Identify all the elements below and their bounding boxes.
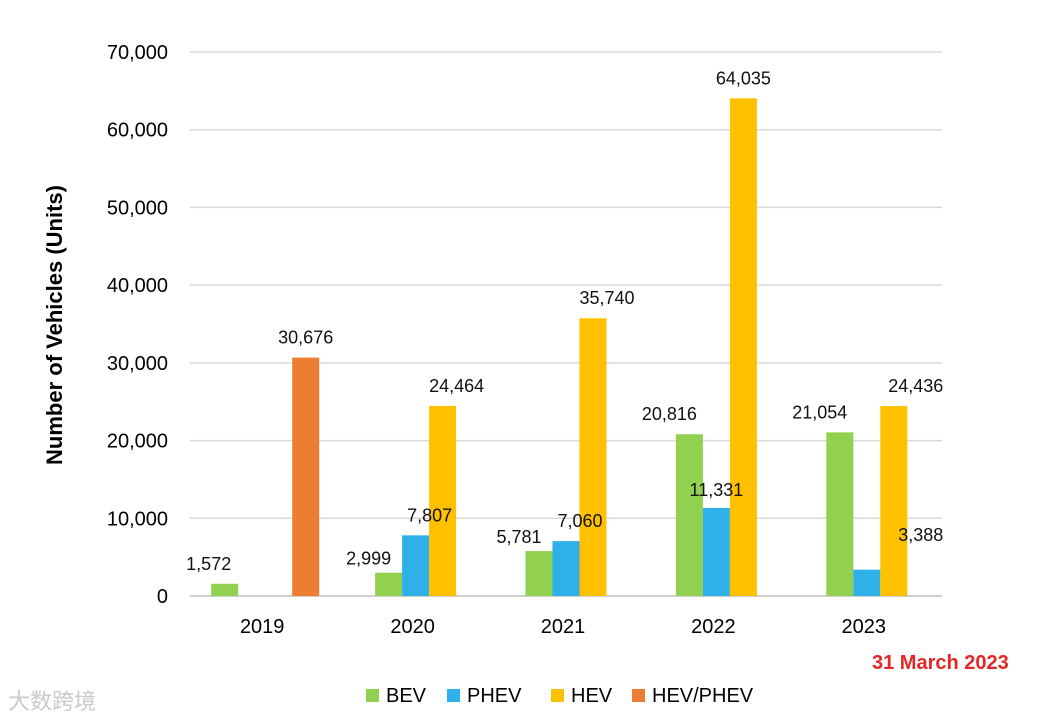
x-tick-label: 2020 <box>390 616 435 638</box>
y-tick-label: 30,000 <box>107 353 168 375</box>
data-label: 24,464 <box>429 376 484 396</box>
bar-phev-2023 <box>853 569 881 596</box>
y-tick-label: 10,000 <box>107 508 168 530</box>
x-tick-label: 2023 <box>842 616 887 638</box>
data-label: 3,388 <box>898 525 943 545</box>
x-tick-label: 2021 <box>541 616 586 638</box>
data-label: 5,781 <box>496 527 541 547</box>
x-tick-label: 2019 <box>240 616 285 638</box>
bar-bev-2022 <box>675 434 703 596</box>
y-tick-label: 20,000 <box>107 431 168 453</box>
data-label: 1,572 <box>186 554 231 574</box>
legend-label: HEV/PHEV <box>652 685 754 707</box>
data-label: 35,740 <box>579 288 634 308</box>
legend-label: HEV <box>571 685 613 707</box>
y-tick-label: 0 <box>157 586 168 608</box>
data-label: 21,054 <box>792 402 847 422</box>
watermark: 大数跨境 <box>8 690 97 715</box>
y-tick-label: 70,000 <box>107 42 168 64</box>
legend-swatch-hev <box>551 689 564 702</box>
data-label: 20,816 <box>642 404 697 424</box>
bar-phev-2020 <box>402 535 430 596</box>
y-axis-label: Number of Vehicles (Units) <box>42 185 67 465</box>
data-label: 7,060 <box>557 511 602 531</box>
data-label: 30,676 <box>278 328 333 348</box>
legend-label: BEV <box>386 685 427 707</box>
bar-hev-phev-2019 <box>292 357 320 596</box>
legend-swatch-hev-phev <box>632 689 645 702</box>
data-labels: 1,572 30,676 2,999 7,807 24,464 5,781 7,060 35,… <box>186 68 943 573</box>
bar-phev-2021 <box>552 541 580 596</box>
data-label: 2,999 <box>346 549 391 569</box>
bar-hev-2022 <box>729 98 757 597</box>
bar-hev-2021 <box>579 318 607 596</box>
data-label: 64,035 <box>716 68 771 88</box>
data-label: 11,331 <box>690 480 744 500</box>
y-tick-label: 40,000 <box>107 275 168 297</box>
bar-bev-2019 <box>211 583 239 596</box>
bar-bev-2020 <box>375 572 403 596</box>
data-label: 24,436 <box>888 376 943 396</box>
data-label: 7,807 <box>407 505 452 525</box>
date-note: 31 March 2023 <box>872 652 1009 674</box>
y-tick-label: 60,000 <box>107 120 168 142</box>
bars <box>211 98 908 597</box>
legend: BEV PHEV HEV HEV/PHEV <box>366 685 754 707</box>
legend-label: PHEV <box>467 685 522 707</box>
legend-swatch-bev <box>366 689 379 702</box>
bar-hev-2020 <box>429 405 457 596</box>
y-axis-ticks: 0 10,000 20,000 30,000 40,000 50,000 60,000 70,… <box>107 42 168 608</box>
bar-hev-2023 <box>880 406 908 596</box>
bar-bev-2023 <box>826 432 854 596</box>
x-tick-label: 2022 <box>691 616 736 638</box>
bar-phev-2022 <box>702 507 730 596</box>
y-tick-label: 50,000 <box>107 197 168 219</box>
legend-swatch-phev <box>447 689 460 702</box>
x-axis-ticks: 2019 2020 2021 2022 2023 <box>240 616 886 638</box>
bar-bev-2021 <box>525 551 553 596</box>
